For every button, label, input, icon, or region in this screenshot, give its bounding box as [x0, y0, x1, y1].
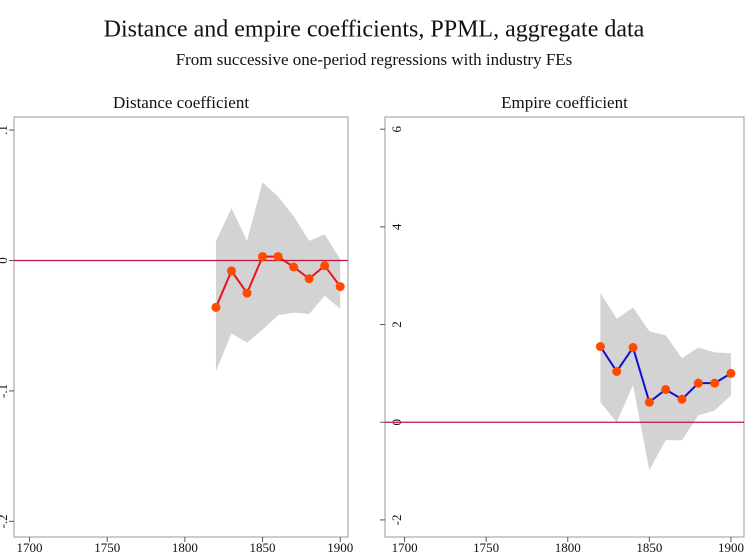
point — [644, 397, 654, 407]
x-tick-label: 1900 — [718, 540, 744, 554]
x-tick-label: 1900 — [327, 540, 353, 554]
point — [273, 252, 283, 262]
point — [677, 394, 687, 404]
x-tick-label: 1800 — [555, 540, 581, 554]
point — [211, 302, 221, 312]
x-tick-label: 1850 — [250, 540, 276, 554]
point — [595, 342, 605, 352]
point — [258, 252, 268, 262]
x-tick-label: 1800 — [172, 540, 198, 554]
point — [612, 366, 622, 376]
point — [226, 266, 236, 276]
confidence-band — [215, 182, 341, 372]
panel-title: Empire coefficient — [501, 93, 628, 112]
panel-title: Distance coefficient — [113, 93, 249, 112]
y-tick-label: 6 — [389, 125, 404, 132]
point — [661, 385, 671, 395]
point — [628, 343, 638, 353]
x-tick-label: 1700 — [17, 540, 43, 554]
y-tick-label: .1 — [0, 125, 10, 135]
y-tick-label: 2 — [389, 321, 404, 328]
x-tick-label: 1750 — [94, 540, 120, 554]
confidence-band — [600, 292, 731, 471]
point — [304, 274, 314, 284]
chart-subtitle: From successive one-period regressions w… — [176, 50, 573, 69]
point — [242, 288, 252, 298]
point — [710, 378, 720, 388]
point — [335, 282, 345, 292]
y-tick-label: 4 — [389, 223, 404, 230]
point — [289, 262, 299, 272]
y-tick-label: -2 — [389, 514, 404, 525]
point — [320, 261, 330, 271]
x-tick-label: 1850 — [636, 540, 662, 554]
chart-title: Distance and empire coefficients, PPML, … — [104, 17, 645, 43]
x-tick-label: 1700 — [392, 540, 418, 554]
y-tick-label: 0 — [0, 257, 10, 264]
y-tick-label: -.1 — [0, 384, 10, 398]
plot-frame — [13, 116, 349, 538]
plot-frame — [384, 116, 745, 538]
point — [693, 378, 703, 388]
point — [726, 368, 736, 378]
x-tick-label: 1750 — [473, 540, 499, 554]
y-tick-label: -.2 — [0, 514, 10, 528]
